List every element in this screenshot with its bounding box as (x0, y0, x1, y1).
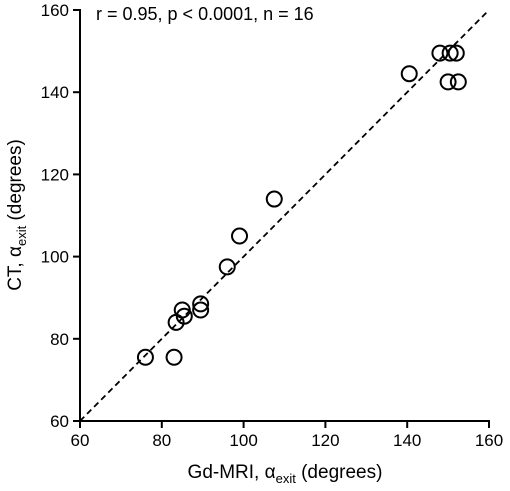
reference-line-layer (79, 9, 490, 422)
data-point-11 (400, 65, 418, 83)
data-point-15 (439, 73, 457, 91)
data-point-12 (431, 44, 449, 62)
data-point-14 (447, 44, 465, 62)
axes (79, 9, 490, 422)
x-tick-label-100: 100 (229, 431, 257, 450)
y-tick-label-60: 60 (50, 412, 69, 431)
data-point-9 (231, 227, 249, 245)
y-tick-label-80: 80 (50, 330, 69, 349)
y-tick-label-160: 160 (41, 1, 69, 20)
x-axis-label-main: Gd-MRI, α (188, 462, 276, 483)
x-axis-label: Gd-MRI, αexit (degrees) (188, 462, 383, 486)
data-points (136, 44, 467, 366)
x-tick-label-120: 120 (311, 431, 339, 450)
x-tick-label-60: 60 (71, 431, 90, 450)
stats-annotation: r = 0.95, p < 0.0001, n = 16 (96, 4, 314, 24)
data-point-13 (441, 44, 459, 62)
x-axis-label-unit: (degrees) (296, 462, 383, 483)
y-axis-label-subscript: exit (14, 225, 29, 246)
y-axis-label-main: CT, α (5, 246, 26, 291)
ticks: 60 80 100 120 140 160 60 80 100 120 140 160 (41, 1, 504, 450)
data-point-16 (449, 73, 467, 91)
y-axis-label-unit: (degrees) (5, 139, 26, 226)
x-tick-label-160: 160 (475, 431, 503, 450)
y-tick-label-140: 140 (41, 83, 69, 102)
x-tick-label-140: 140 (393, 431, 421, 450)
x-axis-label-subscript: exit (276, 471, 297, 486)
data-point-8 (218, 258, 236, 276)
data-point-5 (175, 307, 193, 325)
data-point-1 (136, 348, 154, 366)
y-axis-label: CT, αexit (degrees) (5, 139, 29, 291)
data-point-6 (192, 301, 210, 319)
x-tick-label-80: 80 (152, 431, 171, 450)
y-tick-label-120: 120 (41, 165, 69, 184)
y-tick-label-100: 100 (41, 248, 69, 267)
data-point-2 (165, 348, 183, 366)
data-point-10 (265, 190, 283, 208)
identity-reference-line (79, 9, 490, 422)
data-point-7 (192, 295, 210, 313)
